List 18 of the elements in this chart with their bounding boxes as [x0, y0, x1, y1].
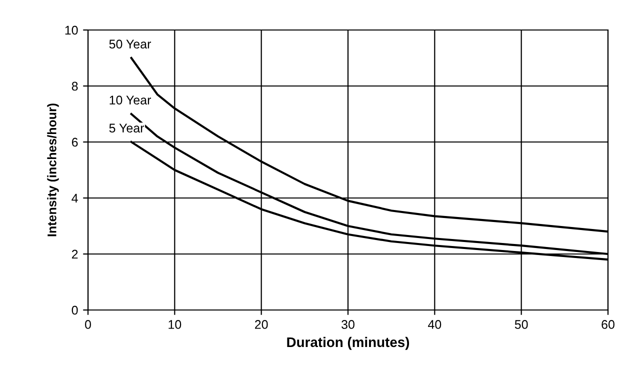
y-tick-label: 0	[72, 306, 78, 315]
y-tick-label: 4	[72, 194, 78, 203]
y-tick-label: 10	[65, 26, 78, 35]
series-label: 50 Year	[109, 40, 152, 49]
x-tick-label: 40	[428, 320, 442, 329]
y-tick-label: 6	[72, 138, 78, 147]
x-tick-label: 60	[602, 320, 614, 329]
x-tick-label: 30	[342, 320, 354, 329]
y-axis-title: Intensity (inches/hour)	[47, 104, 59, 236]
x-tick-label: 50	[514, 320, 528, 329]
y-tick-label: 8	[72, 82, 78, 91]
x-tick-label: 20	[255, 320, 268, 329]
series-label: 10 Year	[110, 96, 152, 105]
y-tick-label: 2	[72, 250, 78, 259]
series-label: 5 Year	[109, 124, 144, 133]
x-axis-title: Duration (minutes)	[287, 336, 410, 350]
x-tick-label: 10	[168, 320, 182, 329]
x-tick-label: 0	[85, 320, 91, 329]
